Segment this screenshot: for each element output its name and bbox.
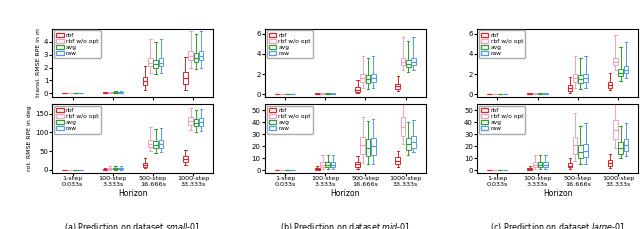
X-axis label: Horizon: Horizon [543, 189, 572, 198]
Legend: rbf, rbf w/o opt, avg, raw: rbf, rbf w/o opt, avg, raw [54, 106, 100, 134]
Legend: rbf, rbf w/o opt, avg, raw: rbf, rbf w/o opt, avg, raw [479, 106, 525, 134]
Text: (b) Prediction on dataset $\mathit{mid\text{-}01}$: (b) Prediction on dataset $\mathit{mid\t… [280, 221, 411, 229]
X-axis label: Horizon: Horizon [330, 189, 360, 198]
Y-axis label: transl. RMSE RPE in m: transl. RMSE RPE in m [36, 28, 41, 98]
Legend: rbf, rbf w/o opt, avg, raw: rbf, rbf w/o opt, avg, raw [54, 30, 100, 58]
Text: (c) Prediction on dataset $\mathit{large\text{-}01}$: (c) Prediction on dataset $\mathit{large… [490, 221, 625, 229]
Legend: rbf, rbf w/o opt, avg, raw: rbf, rbf w/o opt, avg, raw [479, 30, 525, 58]
Legend: rbf, rbf w/o opt, avg, raw: rbf, rbf w/o opt, avg, raw [267, 30, 313, 58]
X-axis label: Horizon: Horizon [118, 189, 148, 198]
Y-axis label: rot. RMSE RPE in deg: rot. RMSE RPE in deg [27, 106, 32, 171]
Legend: rbf, rbf w/o opt, avg, raw: rbf, rbf w/o opt, avg, raw [267, 106, 313, 134]
Text: (a) Prediction on dataset $\mathit{small\text{-}01}$: (a) Prediction on dataset $\mathit{small… [65, 221, 202, 229]
